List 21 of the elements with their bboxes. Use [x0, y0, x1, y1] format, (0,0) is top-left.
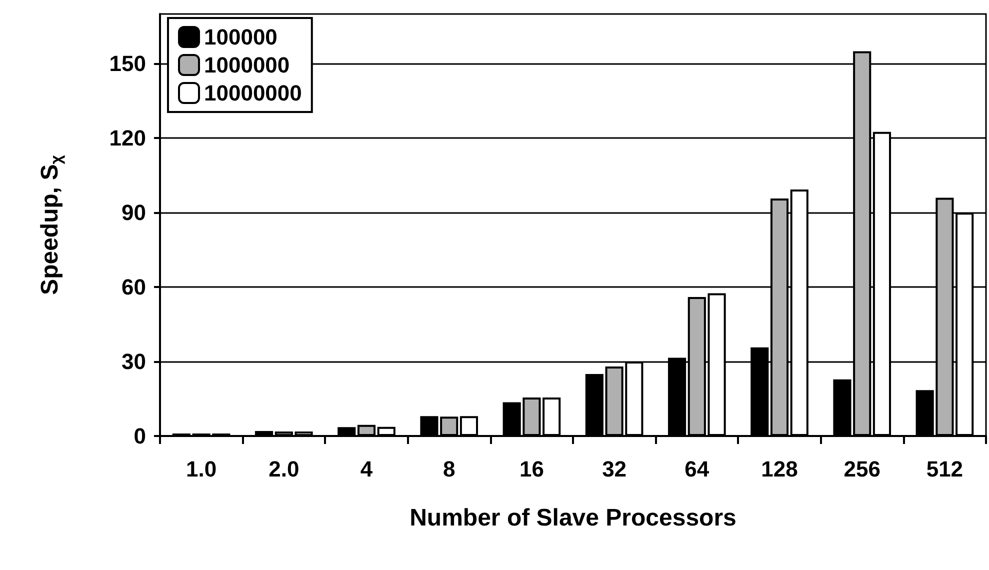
- y-tick-label: 30: [122, 349, 146, 374]
- x-axis-title: Number of Slave Processors: [410, 504, 736, 532]
- legend-label: 1000000: [204, 52, 290, 78]
- x-tick-label: 128: [761, 456, 798, 482]
- legend-label: 100000: [204, 24, 278, 50]
- x-tick-label: 64: [684, 456, 710, 482]
- y-tick-label: 150: [109, 51, 146, 76]
- legend-label: 10000000: [204, 80, 302, 106]
- x-tick-label: 32: [602, 456, 627, 482]
- y-tick-label: 90: [122, 200, 146, 226]
- y-tick-label: 60: [122, 274, 146, 300]
- x-tick-label: 512: [926, 456, 964, 482]
- y-tick-label: 0: [134, 424, 146, 448]
- y-tick-label: 120: [109, 126, 146, 151]
- x-tick-label: 16: [519, 456, 544, 482]
- x-tick-label: 256: [844, 456, 880, 482]
- x-tick-label: 2.0: [268, 456, 300, 482]
- x-tick-label: 8: [442, 456, 456, 482]
- y-axis-title: Speedup, Sχ: [36, 154, 66, 295]
- x-tick-label: 4: [360, 456, 374, 482]
- x-tick-label: 1.0: [186, 456, 217, 482]
